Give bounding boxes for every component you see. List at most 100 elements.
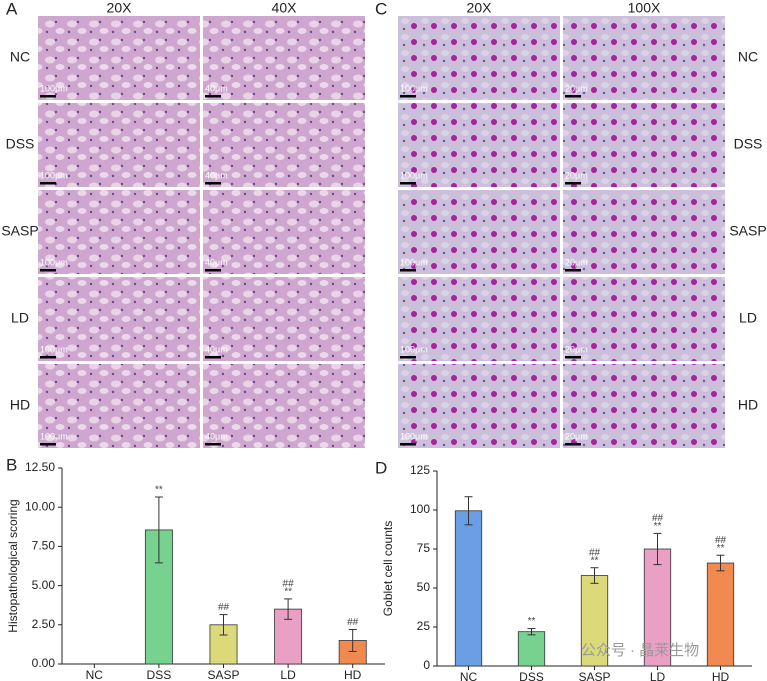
column-header: 100X: [628, 0, 661, 16]
micrograph: [563, 16, 725, 100]
scale-bar: [400, 356, 416, 359]
scale-bar: [205, 95, 221, 98]
micrograph: [563, 364, 725, 448]
micrograph: [203, 103, 365, 187]
row-label: LD: [11, 310, 29, 326]
scale-bar: [40, 356, 56, 359]
micrograph: [398, 103, 560, 187]
scale-bar: [40, 269, 56, 272]
x-tick-label: NC: [460, 670, 478, 681]
y-tick-label: 12.50: [25, 460, 55, 474]
scale-bar-label: 40μm: [205, 257, 228, 267]
panel-label: D: [375, 458, 387, 477]
x-tick-label: SASP: [578, 670, 610, 681]
y-axis-label: Goblet cell counts: [381, 521, 395, 616]
micrograph: [398, 364, 560, 448]
micrograph-panels: A 20X 40X NC 100μm 40μm DSS 100μm 40μm SASP 100μm 4…: [1, 0, 767, 448]
scale-bar: [205, 356, 221, 359]
error-bar: [464, 496, 473, 526]
micrograph: [38, 190, 200, 274]
x-tick-label: DSS: [519, 670, 544, 681]
y-tick-label: 125: [410, 463, 430, 477]
error-bar: [716, 554, 725, 572]
scale-bar-label: 40μm: [205, 431, 228, 441]
panel-label: B: [6, 455, 17, 474]
significance-mark: **: [654, 521, 662, 532]
micrograph: [563, 277, 725, 361]
chart-panels: B Histopathological scoring 0.00 2.50 5.00 7.…: [6, 455, 752, 681]
significance-mark: ##: [589, 547, 601, 558]
x-tick-label: LD: [650, 670, 666, 681]
bar: [517, 631, 546, 667]
column-header: 20X: [107, 0, 133, 16]
scale-bar-label: 20μm: [565, 170, 588, 180]
scale-bar: [40, 443, 56, 446]
micrograph: [38, 103, 200, 187]
row-label: HD: [738, 397, 758, 413]
x-tick-label: DSS: [147, 668, 172, 681]
bar: [706, 562, 735, 667]
scale-bar: [40, 182, 56, 185]
row-label: DSS: [734, 136, 763, 152]
micrograph: [38, 277, 200, 361]
row-label: DSS: [6, 136, 35, 152]
significance-mark: **: [591, 555, 599, 566]
panel-label: C: [375, 0, 387, 18]
micrograph: [203, 16, 365, 100]
scale-bar-label: 100μm: [400, 170, 428, 180]
x-tick-label: NC: [86, 668, 104, 681]
scale-bar-label: 40μm: [205, 83, 228, 93]
micrograph: [563, 103, 725, 187]
y-tick-label: 0.00: [32, 656, 56, 670]
scale-bar-label: 100μm: [400, 83, 428, 93]
significance-mark: ##: [283, 579, 295, 590]
x-tick-label: HD: [344, 668, 362, 681]
micrograph: [398, 190, 560, 274]
scale-bar: [565, 182, 581, 185]
scale-bar-label: 100μm: [40, 431, 68, 441]
chart: B Histopathological scoring 0.00 2.50 5.00 7.…: [6, 455, 385, 681]
error-bar: [348, 629, 357, 652]
row-label: LD: [739, 310, 757, 326]
significance-mark: **: [284, 587, 292, 598]
bar: [580, 575, 609, 667]
micrograph: [38, 364, 200, 448]
scale-bar: [400, 443, 416, 446]
significance-mark: ##: [715, 535, 727, 546]
scale-bar: [205, 182, 221, 185]
row-label: HD: [10, 397, 30, 413]
scale-bar: [400, 182, 416, 185]
scale-bar-label: 100μm: [40, 83, 68, 93]
bar: [454, 510, 483, 667]
significance-mark: ##: [218, 602, 230, 613]
scale-bar: [565, 269, 581, 272]
micrograph: [203, 190, 365, 274]
scale-bar: [205, 269, 221, 272]
scale-bar-label: 100μm: [40, 257, 68, 267]
scale-bar-label: 40μm: [205, 344, 228, 354]
scale-bar-label: 100μm: [400, 257, 428, 267]
y-tick-label: 75: [417, 541, 431, 555]
x-tick-label: HD: [712, 670, 730, 681]
scale-bar: [400, 95, 416, 98]
scale-bar-label: 100μm: [400, 344, 428, 354]
watermark: 公众号 · 晶莱生物: [581, 642, 699, 659]
scale-bar-label: 20μm: [565, 344, 588, 354]
panel-label: A: [6, 0, 18, 18]
scale-bar-label: 100μm: [40, 344, 68, 354]
significance-mark: ##: [347, 617, 359, 628]
significance-mark: **: [717, 543, 725, 554]
micrograph: [563, 190, 725, 274]
scale-bar-label: 20μm: [565, 257, 588, 267]
y-tick-label: 25: [417, 619, 431, 633]
micrograph: [398, 277, 560, 361]
scale-bar: [565, 356, 581, 359]
micrograph: [203, 277, 365, 361]
scale-bar: [205, 443, 221, 446]
y-tick-label: 5.00: [32, 578, 56, 592]
significance-mark: **: [155, 485, 163, 496]
scale-bar: [565, 443, 581, 446]
error-bar: [219, 614, 228, 636]
row-label: SASP: [1, 223, 38, 239]
